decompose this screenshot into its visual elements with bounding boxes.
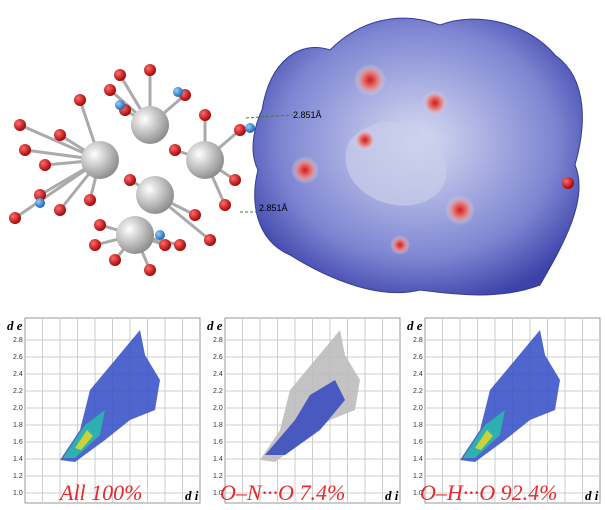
oxygen-atom — [174, 239, 186, 251]
panel-caption: All 100% — [58, 480, 143, 505]
oxygen-atom — [54, 204, 66, 216]
nitrogen-atom — [35, 198, 45, 208]
nitrogen-atom — [245, 123, 255, 133]
oxygen-atom — [219, 199, 231, 211]
y-tick-label: 1.8 — [13, 422, 23, 429]
y-tick-label: 2.4 — [213, 371, 223, 378]
nitrogen-atom — [173, 87, 183, 97]
oxygen-atom — [159, 239, 171, 251]
y-tick-label: 1.0 — [13, 490, 23, 497]
metal-atom — [81, 141, 119, 179]
oxygen-atom — [234, 124, 246, 136]
y-axis-label: d e — [207, 318, 223, 333]
oxygen-atom — [189, 209, 201, 221]
metal-atom — [116, 216, 154, 254]
x-axis-label: d i — [185, 488, 199, 503]
fingerprint-panels: 2.8 2.6 2.4 2.2 2.0 1.8 1.6 1.4 1.2 1.0 d e d i All … — [7, 318, 600, 505]
y-tick-label: 2.0 — [213, 405, 223, 412]
oxygen-atom — [94, 219, 106, 231]
y-tick-label: 1.4 — [413, 456, 423, 463]
oxygen-atom — [169, 144, 181, 156]
y-tick-label: 2.4 — [13, 371, 23, 378]
figure: 2.851Å 2.851Å 2.8 2.6 2.4 2.2 2.0 1.8 1.6 1.4 1.… — [0, 0, 605, 510]
nitrogen-atom — [115, 100, 125, 110]
metal-atom — [186, 141, 224, 179]
y-tick-label: 2.4 — [413, 371, 423, 378]
oxygen-atom — [19, 144, 31, 156]
oxygen-atom — [104, 84, 116, 96]
y-tick-label: 1.6 — [413, 439, 423, 446]
oxygen-atom — [229, 174, 241, 186]
y-tick-label: 1.8 — [213, 422, 223, 429]
oxygen-atom — [144, 264, 156, 276]
y-tick-label: 2.2 — [13, 388, 23, 395]
y-tick-label: 1.2 — [13, 473, 23, 480]
oxygen-atom — [114, 69, 126, 81]
oxygen-atom — [144, 64, 156, 76]
x-axis-label: d i — [385, 488, 399, 503]
panel-caption: O–H···O 92.4% — [420, 480, 558, 505]
oxygen-atom — [199, 109, 211, 121]
y-tick-label: 1.6 — [13, 439, 23, 446]
molecule — [9, 64, 255, 276]
y-tick-label: 2.0 — [413, 405, 423, 412]
y-tick-label: 2.8 — [413, 337, 423, 344]
oxygen-atom — [14, 119, 26, 131]
y-tick-label: 2.8 — [213, 337, 223, 344]
y-tick-label: 2.2 — [413, 388, 423, 395]
y-tick-label: 2.6 — [213, 354, 223, 361]
metal-atom — [131, 106, 169, 144]
oxygen-atom — [9, 212, 21, 224]
oxygen-atom — [74, 94, 86, 106]
contact-label: 2.851Å — [293, 110, 322, 120]
y-tick-label: 1.4 — [13, 456, 23, 463]
y-tick-label: 1.4 — [213, 456, 223, 463]
metal-atom — [136, 176, 174, 214]
y-tick-label: 1.6 — [213, 439, 223, 446]
oxygen-atom — [54, 129, 66, 141]
y-tick-label: 2.6 — [13, 354, 23, 361]
y-tick-label: 2.0 — [13, 405, 23, 412]
y-tick-label: 2.8 — [13, 337, 23, 344]
fingerprint-plot: 2.82.62.42.22.01.81.61.41.21.0d ed iO–N·… — [207, 318, 400, 505]
oxygen-atom — [109, 254, 121, 266]
y-axis-label: d e — [7, 318, 23, 333]
panel-caption: O–N···O 7.4% — [220, 480, 345, 505]
y-tick-label: 1.2 — [413, 473, 423, 480]
oxygen-atom — [124, 174, 136, 186]
y-axis-label: d e — [407, 318, 423, 333]
oxygen-atom — [84, 194, 96, 206]
fingerprint-plot: 2.8 2.6 2.4 2.2 2.0 1.8 1.6 1.4 1.2 1.0 d e d i All … — [7, 318, 200, 505]
y-tick-label: 1.2 — [213, 473, 223, 480]
oxygen-atom — [204, 234, 216, 246]
y-tick-label: 2.6 — [413, 354, 423, 361]
oxygen-atom — [89, 239, 101, 251]
oxygen-atom — [39, 159, 51, 171]
y-tick-label: 2.2 — [213, 388, 223, 395]
fingerprint-plot: 2.82.62.42.22.01.81.61.41.21.0d ed iO–H·… — [407, 318, 600, 505]
x-axis-label: d i — [585, 488, 599, 503]
y-tick-label: 1.8 — [413, 422, 423, 429]
nitrogen-atom — [155, 230, 165, 240]
contact-label: 2.851Å — [259, 203, 288, 213]
hirshfeld-surface — [253, 18, 582, 295]
